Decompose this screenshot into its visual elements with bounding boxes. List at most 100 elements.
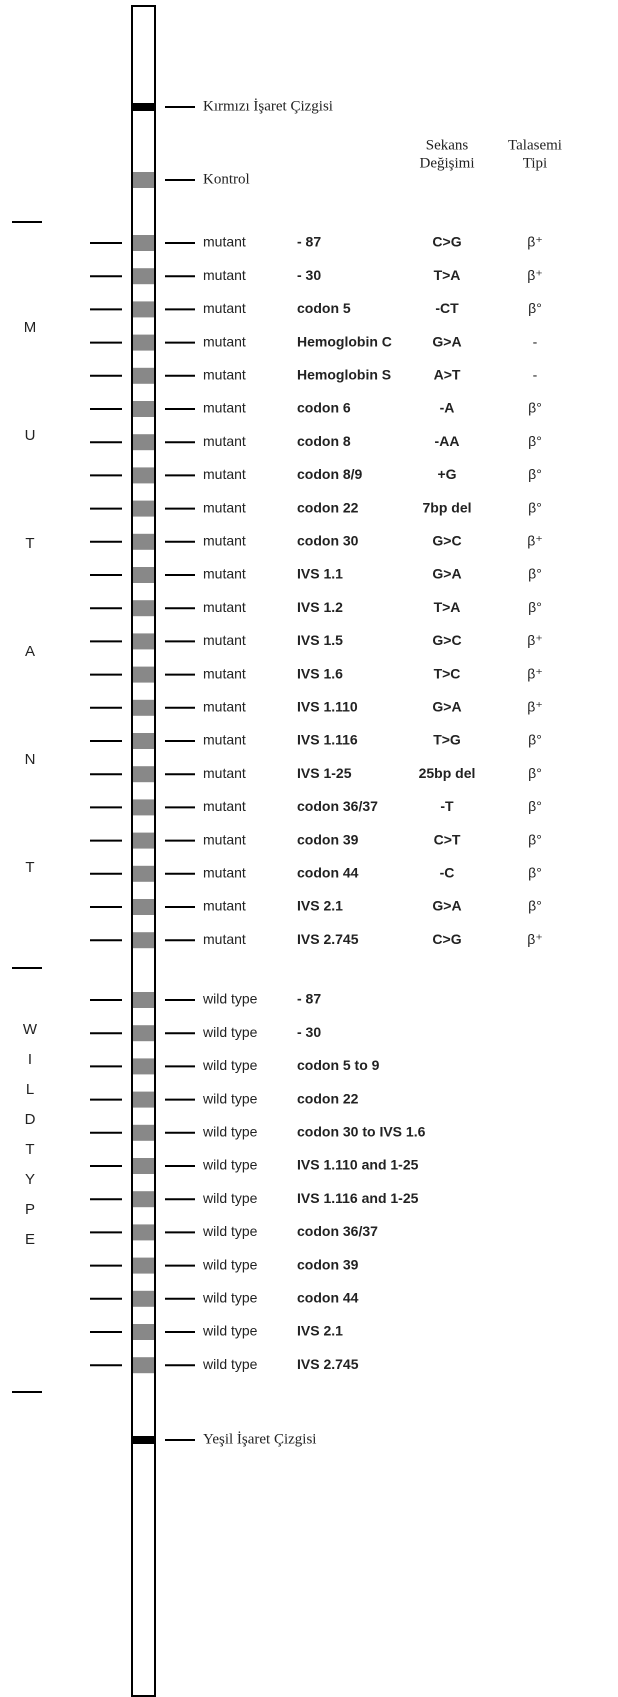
thalassemia-type: β° xyxy=(528,599,542,615)
band xyxy=(133,633,154,649)
row-name: codon 22 xyxy=(297,1090,359,1106)
sequence-change: -A xyxy=(440,400,455,416)
side-letter: W xyxy=(23,1021,38,1038)
thalassemia-type: β⁺ xyxy=(527,632,542,648)
side-letter: U xyxy=(25,427,36,444)
band xyxy=(133,1258,154,1274)
thalassemia-type: β° xyxy=(528,798,542,814)
row-label: wild type xyxy=(202,1090,258,1106)
row-name: codon 30 to IVS 1.6 xyxy=(297,1124,426,1140)
row-name: IVS 1.6 xyxy=(297,665,343,681)
band xyxy=(133,501,154,517)
sequence-change: G>A xyxy=(432,566,461,582)
row-label: mutant xyxy=(203,831,246,847)
band xyxy=(133,992,154,1008)
thalassemia-type: β° xyxy=(528,466,542,482)
side-letter: T xyxy=(25,859,34,876)
row-name: codon 5 xyxy=(297,300,351,316)
row-name: codon 36/37 xyxy=(297,798,378,814)
row-label: wild type xyxy=(202,1223,258,1239)
row-name: IVS 2.1 xyxy=(297,1323,343,1339)
row-name: codon 6 xyxy=(297,400,351,416)
sequence-change: T>A xyxy=(434,599,461,615)
sequence-change: C>G xyxy=(432,931,461,947)
thalassemia-type: β° xyxy=(528,300,542,316)
band xyxy=(133,172,154,188)
side-letter: T xyxy=(25,1141,34,1158)
side-letter: E xyxy=(25,1231,35,1248)
thalassemia-type: β⁺ xyxy=(527,665,542,681)
row-name: - 30 xyxy=(297,267,321,283)
sequence-change: -CT xyxy=(435,300,459,316)
row-name: codon 8 xyxy=(297,433,351,449)
band xyxy=(133,301,154,317)
row-label: mutant xyxy=(203,300,246,316)
row-name: IVS 2.745 xyxy=(297,1356,359,1372)
band xyxy=(133,235,154,251)
row-label: wild type xyxy=(202,1190,258,1206)
row-label: mutant xyxy=(203,665,246,681)
column-header: Tipi xyxy=(523,155,547,171)
band xyxy=(133,368,154,384)
row-label: wild type xyxy=(202,991,258,1007)
sequence-change: A>T xyxy=(434,367,461,383)
side-letter: N xyxy=(25,751,36,768)
side-letter: T xyxy=(25,535,34,552)
band xyxy=(133,932,154,948)
row-name: IVS 1.116 and 1-25 xyxy=(297,1190,419,1206)
row-name: IVS 1.110 xyxy=(297,699,358,715)
band xyxy=(133,899,154,915)
band xyxy=(133,335,154,351)
band xyxy=(133,1357,154,1373)
marker-label: Kontrol xyxy=(203,171,250,187)
band xyxy=(133,1125,154,1141)
row-label: mutant xyxy=(203,599,246,615)
band xyxy=(133,268,154,284)
row-name: - 30 xyxy=(297,1024,321,1040)
band xyxy=(133,1224,154,1240)
row-name: IVS 1-25 xyxy=(297,765,352,781)
side-letter: A xyxy=(25,643,35,660)
row-label: mutant xyxy=(203,931,246,947)
band xyxy=(133,103,154,111)
row-label: mutant xyxy=(203,533,246,549)
row-name: codon 22 xyxy=(297,499,359,515)
band xyxy=(133,833,154,849)
row-name: IVS 1.2 xyxy=(297,599,343,615)
band xyxy=(133,534,154,550)
row-label: wild type xyxy=(202,1157,258,1173)
thalassemia-type: - xyxy=(533,333,538,349)
row-label: mutant xyxy=(203,732,246,748)
sequence-change: -C xyxy=(440,865,455,881)
row-name: Hemoglobin S xyxy=(297,367,391,383)
row-label: wild type xyxy=(202,1024,258,1040)
band xyxy=(133,1324,154,1340)
thalassemia-type: β° xyxy=(528,732,542,748)
band xyxy=(133,1025,154,1041)
row-name: - 87 xyxy=(297,991,321,1007)
row-label: wild type xyxy=(202,1290,258,1306)
row-label: mutant xyxy=(203,234,246,250)
row-label: mutant xyxy=(203,499,246,515)
row-name: IVS 1.5 xyxy=(297,632,343,648)
row-label: wild type xyxy=(202,1124,258,1140)
band xyxy=(133,667,154,683)
thalassemia-type: β° xyxy=(528,865,542,881)
thalassemia-type: - xyxy=(533,367,538,383)
sequence-change: T>C xyxy=(434,665,461,681)
row-label: wild type xyxy=(202,1057,258,1073)
row-name: codon 30 xyxy=(297,533,359,549)
thalassemia-type: β° xyxy=(528,831,542,847)
row-label: mutant xyxy=(203,433,246,449)
band xyxy=(133,866,154,882)
row-label: mutant xyxy=(203,898,246,914)
row-label: mutant xyxy=(203,466,246,482)
band xyxy=(133,567,154,583)
row-label: mutant xyxy=(203,566,246,582)
side-letter: L xyxy=(26,1081,34,1098)
row-name: IVS 2.745 xyxy=(297,931,359,947)
thalassemia-type: β⁺ xyxy=(527,931,542,947)
row-label: wild type xyxy=(202,1323,258,1339)
row-name: IVS 1.1 xyxy=(297,566,343,582)
marker-label: Kırmızı İşaret Çizgisi xyxy=(203,98,333,114)
